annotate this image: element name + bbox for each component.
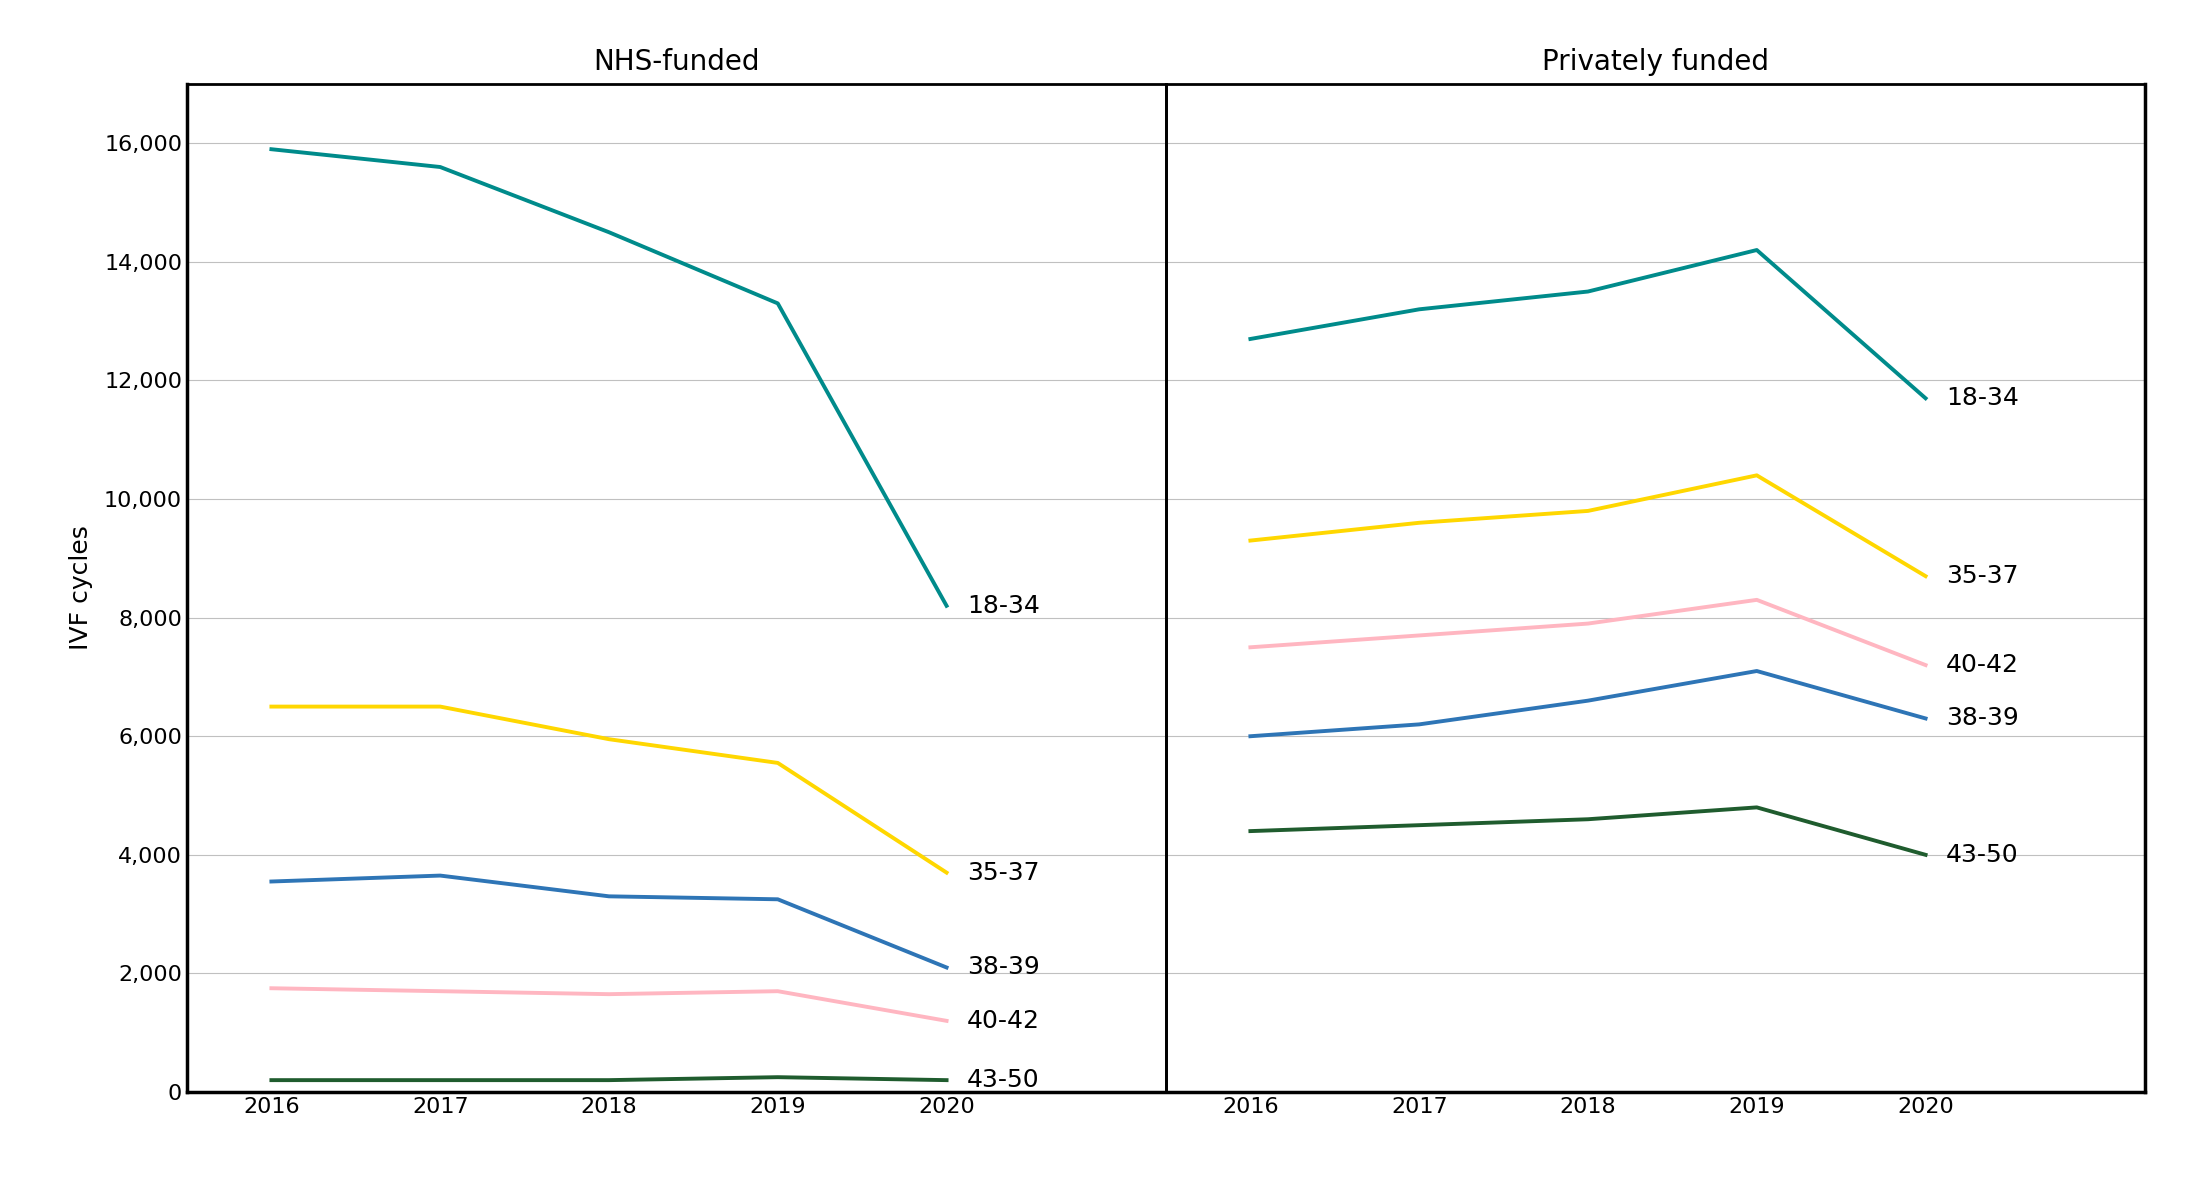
Text: 38-39: 38-39 (966, 955, 1041, 979)
Text: 18-34: 18-34 (1945, 386, 2020, 410)
Text: 18-34: 18-34 (966, 594, 1041, 618)
Text: 43-50: 43-50 (1945, 842, 2017, 866)
Text: 43-50: 43-50 (966, 1068, 1038, 1092)
Title: Privately funded: Privately funded (1542, 48, 1769, 76)
Text: 35-37: 35-37 (1945, 564, 2017, 588)
Y-axis label: IVF cycles: IVF cycles (68, 526, 92, 650)
Title: NHS-funded: NHS-funded (594, 48, 759, 76)
Text: 38-39: 38-39 (1945, 707, 2020, 731)
Text: 35-37: 35-37 (966, 860, 1038, 884)
Text: 40-42: 40-42 (1945, 653, 2020, 677)
Text: 40-42: 40-42 (966, 1009, 1041, 1033)
